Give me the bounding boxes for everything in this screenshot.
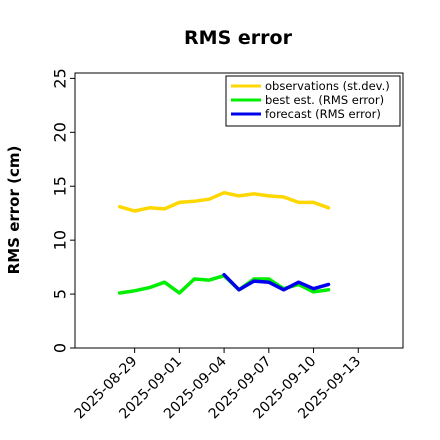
y-tick-label: 5	[51, 289, 70, 299]
y-tick-label: 25	[51, 68, 70, 88]
y-tick-label: 10	[51, 230, 70, 250]
forecast-line	[222, 272, 331, 292]
legend-label-observations: observations (st.dev.)	[265, 79, 390, 93]
chart-title: RMS error	[184, 27, 293, 49]
y-tick-label: 0	[51, 343, 70, 353]
y-axis: 0 5 10 15 20 25	[51, 68, 75, 353]
legend: observations (st.dev.) best est. (RMS er…	[225, 75, 401, 127]
y-axis-label: RMS error (cm)	[5, 146, 23, 275]
y-tick-label: 20	[51, 122, 70, 142]
observations-line	[117, 190, 331, 213]
x-axis: 2025-08-292025-09-012025-09-042025-09-07…	[72, 348, 364, 422]
legend-label-best-estimate: best est. (RMS error)	[265, 93, 384, 107]
legend-label-forecast: forecast (RMS error)	[265, 107, 381, 121]
y-tick-label: 15	[51, 176, 70, 196]
series-lines	[117, 190, 331, 295]
plot-frame	[74, 72, 404, 349]
